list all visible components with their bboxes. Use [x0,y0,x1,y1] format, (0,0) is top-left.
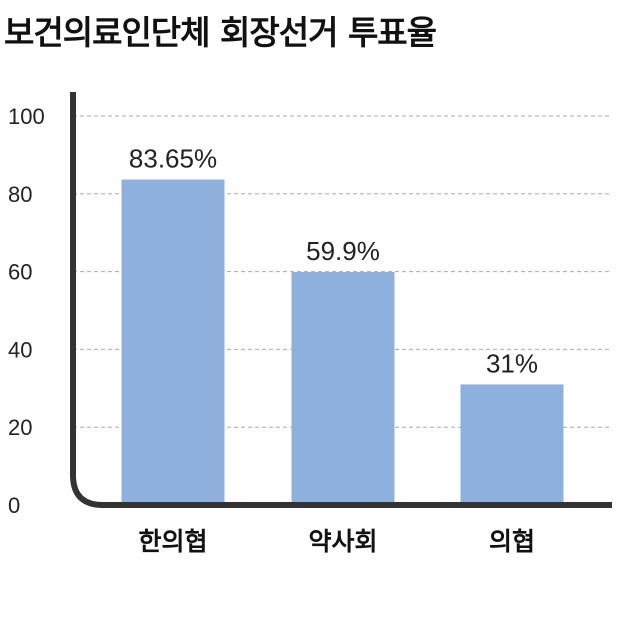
y-tick-label: 100 [8,104,45,129]
bar [121,179,225,505]
category-label: 약사회 [308,527,377,556]
bars [121,179,564,505]
y-tick-label: 60 [8,260,32,285]
y-tick-label: 0 [8,493,20,518]
chart-title: 보건의료인단체 회장선거 투표율 [4,13,437,52]
data-label: 59.9% [306,236,380,266]
y-tick-label: 40 [8,337,32,362]
category-label: 의협 [489,527,535,556]
data-label: 31% [486,348,538,378]
y-axis-ticks: 0 20 40 60 80 100 [8,104,45,518]
data-labels: 83.65% 59.9% 31% [129,144,538,379]
category-labels: 한의협 약사회 의협 [138,527,535,556]
y-tick-label: 80 [8,182,32,207]
bar [291,271,395,505]
bar [460,384,564,505]
axis-line [70,92,612,508]
category-label: 한의협 [138,527,207,556]
y-tick-label: 20 [8,415,32,440]
data-label: 83.65% [129,144,217,174]
